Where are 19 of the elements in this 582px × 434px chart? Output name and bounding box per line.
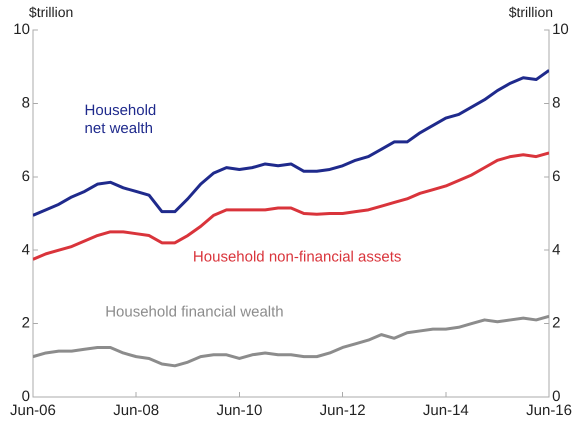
y2-tick-label: 10 <box>552 21 569 38</box>
series-label: Household financial wealth <box>105 304 284 321</box>
y2-tick-label: 2 <box>552 314 560 332</box>
y-tick-label: 8 <box>22 94 30 112</box>
y-tick-label: 10 <box>13 21 30 38</box>
y2-tick-label: 6 <box>552 168 560 185</box>
y-tick-label: 6 <box>22 168 30 185</box>
y-axis-title: $trillion <box>28 4 74 20</box>
series-label: Household non-financial assets <box>192 248 402 266</box>
x-tick-label: Jun-08 <box>113 402 160 420</box>
x-tick-label: Jun-10 <box>216 402 262 420</box>
x-tick-label: Jun-14 <box>422 402 469 420</box>
y2-tick-label: 4 <box>552 241 560 258</box>
text: Household net wealth <box>84 102 156 137</box>
y2-tick-label: 8 <box>552 94 560 112</box>
x-tick-label: Jun-12 <box>320 402 366 420</box>
y-tick-label: 4 <box>22 241 30 258</box>
y-tick-label: 2 <box>22 314 30 332</box>
y2-axis-title: $trillion <box>508 4 554 20</box>
